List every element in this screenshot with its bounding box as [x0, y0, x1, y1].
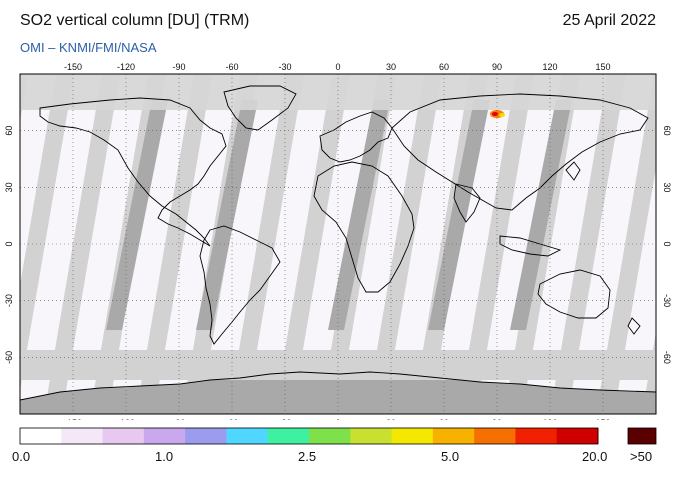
asia-outline — [391, 93, 649, 211]
longitude-label: -60 — [225, 418, 238, 420]
longitude-label: 30 — [386, 62, 396, 72]
color-bar-overflow — [627, 427, 657, 445]
longitude-label: 120 — [542, 62, 557, 72]
antarctica-fill — [20, 372, 656, 414]
latitude-label: 60 — [662, 126, 672, 136]
longitude-label: 0 — [335, 418, 340, 420]
longitude-label: 30 — [386, 418, 396, 420]
longitude-label: 0 — [335, 62, 340, 72]
antarctica-outline — [20, 371, 656, 401]
latitude-label: 30 — [4, 182, 14, 192]
color-bar-segment — [20, 428, 62, 444]
longitude-label: 60 — [439, 418, 449, 420]
longitude-label: -90 — [172, 62, 185, 72]
latitude-label: -30 — [662, 294, 672, 307]
latitude-labels-left: 60 30 0 -30 -60 — [4, 126, 14, 364]
new-zealand-outline — [627, 317, 641, 335]
indonesia-outline — [499, 235, 562, 257]
color-bar-segment — [432, 428, 475, 444]
latitude-label: 60 — [4, 126, 14, 136]
swath-gap-stripe — [20, 74, 74, 391]
colorbar-label-3: 5.0 — [441, 449, 460, 464]
longitude-label: -150 — [64, 62, 82, 72]
longitude-label: 90 — [492, 62, 502, 72]
latitude-label: 0 — [4, 241, 14, 246]
longitude-label: -60 — [225, 62, 238, 72]
longitude-label: -120 — [117, 418, 135, 420]
latitude-label: -60 — [662, 351, 672, 364]
swath-gap-stripe — [44, 74, 120, 414]
arctic-gray — [20, 74, 656, 110]
longitude-label: -30 — [278, 62, 291, 72]
color-bar-segment — [185, 428, 227, 444]
color-bar-segment — [102, 428, 145, 444]
map-title: SO2 vertical column [DU] (TRM) — [20, 12, 250, 29]
color-bar-segment — [143, 428, 186, 444]
europe-outline — [319, 111, 393, 163]
coastlines — [20, 85, 656, 401]
color-bar-segment — [515, 428, 558, 444]
color-bar-segment — [391, 428, 434, 444]
longitude-label: 60 — [439, 62, 449, 72]
longitude-labels-top: -150 -120 -90 -60 -30 0 30 60 90 120 150 — [64, 62, 611, 72]
color-bar-segments — [20, 428, 599, 444]
swath-missing-stripe — [328, 100, 390, 330]
color-bar-segment — [226, 428, 269, 444]
swath-gap-stripe — [136, 74, 212, 414]
swath-missing-stripes — [106, 100, 572, 330]
north-america-outline — [39, 97, 227, 247]
latitude-label: 0 — [662, 241, 672, 246]
longitude-label: 150 — [595, 62, 610, 72]
swath-missing-stripe — [196, 100, 258, 330]
swath-missing-stripe — [510, 100, 572, 330]
longitude-label: -120 — [117, 62, 135, 72]
color-bar-frame — [19, 427, 599, 445]
latitude-label: -60 — [4, 351, 14, 364]
color-bar-segment — [556, 428, 599, 444]
africa-outline — [313, 161, 415, 293]
longitude-labels-bottom: -150 -120 -90 -60 -30 0 30 60 90 120 150 — [64, 418, 611, 420]
colorbar-label-5: >50 — [630, 449, 653, 464]
colorbar-label-2: 2.5 — [298, 449, 317, 464]
colorbar-label-4: 20.0 — [582, 449, 608, 464]
map-subtitle: OMI – KNMI/FMI/NASA — [20, 40, 157, 55]
longitude-label: -90 — [172, 418, 185, 420]
color-bar-segment — [61, 428, 104, 444]
colorbar-label-0: 0.0 — [12, 449, 31, 464]
longitude-label: -30 — [278, 418, 291, 420]
greenland-outline — [223, 85, 297, 131]
color-bar-segment — [350, 428, 393, 444]
graticule — [20, 74, 656, 414]
longitude-label: 150 — [595, 418, 610, 420]
latitude-label: 30 — [662, 182, 672, 192]
color-bar-segment — [309, 428, 351, 444]
longitude-label: -150 — [64, 418, 82, 420]
longitude-label: 90 — [492, 418, 502, 420]
australia-outline — [537, 269, 611, 319]
swath-missing-stripe — [106, 100, 168, 330]
india-outline — [453, 183, 481, 223]
colorbar-label-1: 1.0 — [155, 449, 174, 464]
longitude-label: 120 — [542, 418, 557, 420]
latitude-labels-right: 60 30 0 -30 -60 — [662, 126, 672, 364]
color-bar-segment — [474, 428, 516, 444]
japan-outline — [565, 161, 581, 181]
latitude-label: -30 — [4, 294, 14, 307]
map-date: 25 April 2022 — [562, 12, 656, 29]
swath-missing-stripe — [428, 100, 490, 330]
swath-gap-stripe — [596, 74, 656, 414]
color-bar-segment — [267, 428, 310, 444]
